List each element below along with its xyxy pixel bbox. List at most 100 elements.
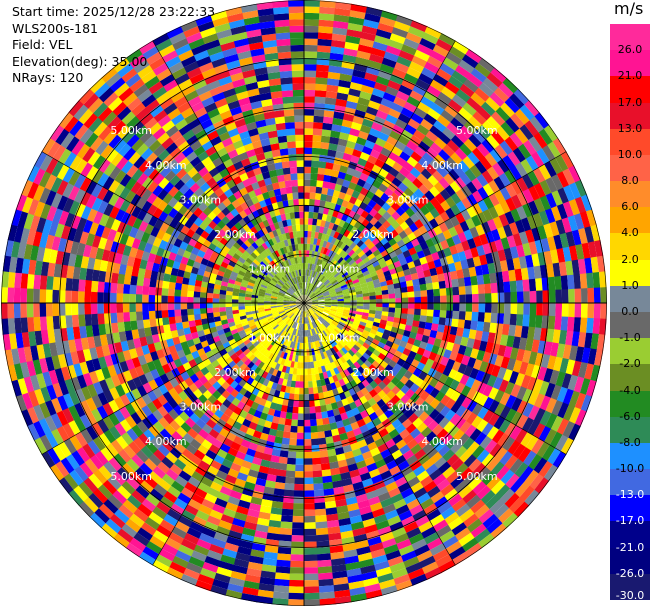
velocity-gate [423,269,432,278]
velocity-gate [476,106,492,121]
velocity-gate [317,273,323,281]
velocity-gate [312,218,318,226]
velocity-gate [397,460,410,472]
velocity-gate [381,265,390,273]
velocity-gate [505,117,520,133]
velocity-gate [340,317,348,322]
velocity-gate [297,336,301,343]
velocity-gate [327,208,335,217]
velocity-gate [486,134,500,149]
velocity-gate [431,323,439,332]
velocity-gate [338,219,346,228]
velocity-gate [226,583,244,594]
velocity-gate [329,461,339,470]
velocity-gate [318,591,335,600]
velocity-gate [575,244,585,261]
velocity-gate [397,270,405,278]
velocity-gate [549,221,560,237]
velocity-gate [385,233,394,242]
velocity-gate [389,74,405,85]
velocity-gate [369,380,378,390]
velocity-gate [394,140,407,152]
velocity-gate [484,312,492,323]
velocity-gate [322,337,328,345]
velocity-gate [336,92,349,101]
velocity-gate [476,245,486,257]
velocity-gate [312,321,317,328]
velocity-gate [251,542,266,552]
velocity-gate [413,284,421,292]
velocity-gate [305,288,307,296]
velocity-gate [474,63,492,78]
velocity-gate [363,306,370,310]
velocity-gate [309,419,317,427]
velocity-gate [423,480,437,493]
velocity-gate [497,249,507,262]
velocity-gate [314,341,319,348]
velocity-gate [345,256,353,264]
velocity-gate [304,198,310,206]
velocity-gate [505,408,517,423]
velocity-gate [341,398,349,407]
velocity-gate [287,599,304,606]
velocity-gate [348,210,357,219]
velocity-gate [345,215,354,224]
velocity-gate [388,359,397,369]
velocity-gate [337,298,344,302]
velocity-gate [332,434,341,443]
velocity-gate [532,423,546,439]
velocity-gate [304,64,317,71]
velocity-gate [599,271,607,289]
velocity-gate [333,14,350,23]
velocity-gate [317,38,333,47]
velocity-gate [439,256,449,267]
velocity-gate [494,203,505,217]
velocity-gate [395,399,405,410]
velocity-gate [429,468,443,481]
velocity-gate [400,286,408,293]
velocity-gate [542,303,550,317]
velocity-gate [317,167,326,175]
velocity-gate [244,299,252,303]
velocity-gate [297,316,301,324]
velocity-gate [545,208,556,224]
velocity-gate [347,134,359,143]
velocity-gate [401,303,409,309]
velocity-gate [311,328,315,336]
velocity-gate [426,485,441,499]
velocity-gate [397,413,408,424]
velocity-gate [426,147,439,160]
velocity-gate [556,386,568,403]
velocity-gate [408,247,417,256]
velocity-gate [408,182,419,194]
velocity-gate [460,209,472,222]
velocity-gate [280,515,293,523]
velocity-gate [463,454,477,468]
velocity-gate [418,184,430,195]
velocity-gate [443,325,452,335]
velocity-gate [453,371,464,383]
velocity-gate [332,345,339,353]
velocity-gate [423,90,438,103]
velocity-gate [379,319,388,326]
velocity-gate [322,240,328,248]
velocity-gate [324,220,331,229]
velocity-gate [580,394,593,413]
velocity-gate [303,522,316,529]
velocity-gate [536,303,543,316]
velocity-gate [321,187,329,195]
velocity-gate [416,422,428,434]
velocity-gate [271,416,280,424]
velocity-gate [255,524,269,533]
velocity-gate [362,145,373,156]
velocity-gate [303,349,307,356]
velocity-gate [421,67,437,80]
velocity-gate [446,303,454,312]
velocity-gate [406,95,421,108]
velocity-gate [348,315,356,320]
velocity-gate [425,463,439,476]
velocity-gate [213,311,221,318]
velocity-gate [424,190,435,202]
velocity-gate [148,302,156,312]
velocity-gate [181,315,189,323]
